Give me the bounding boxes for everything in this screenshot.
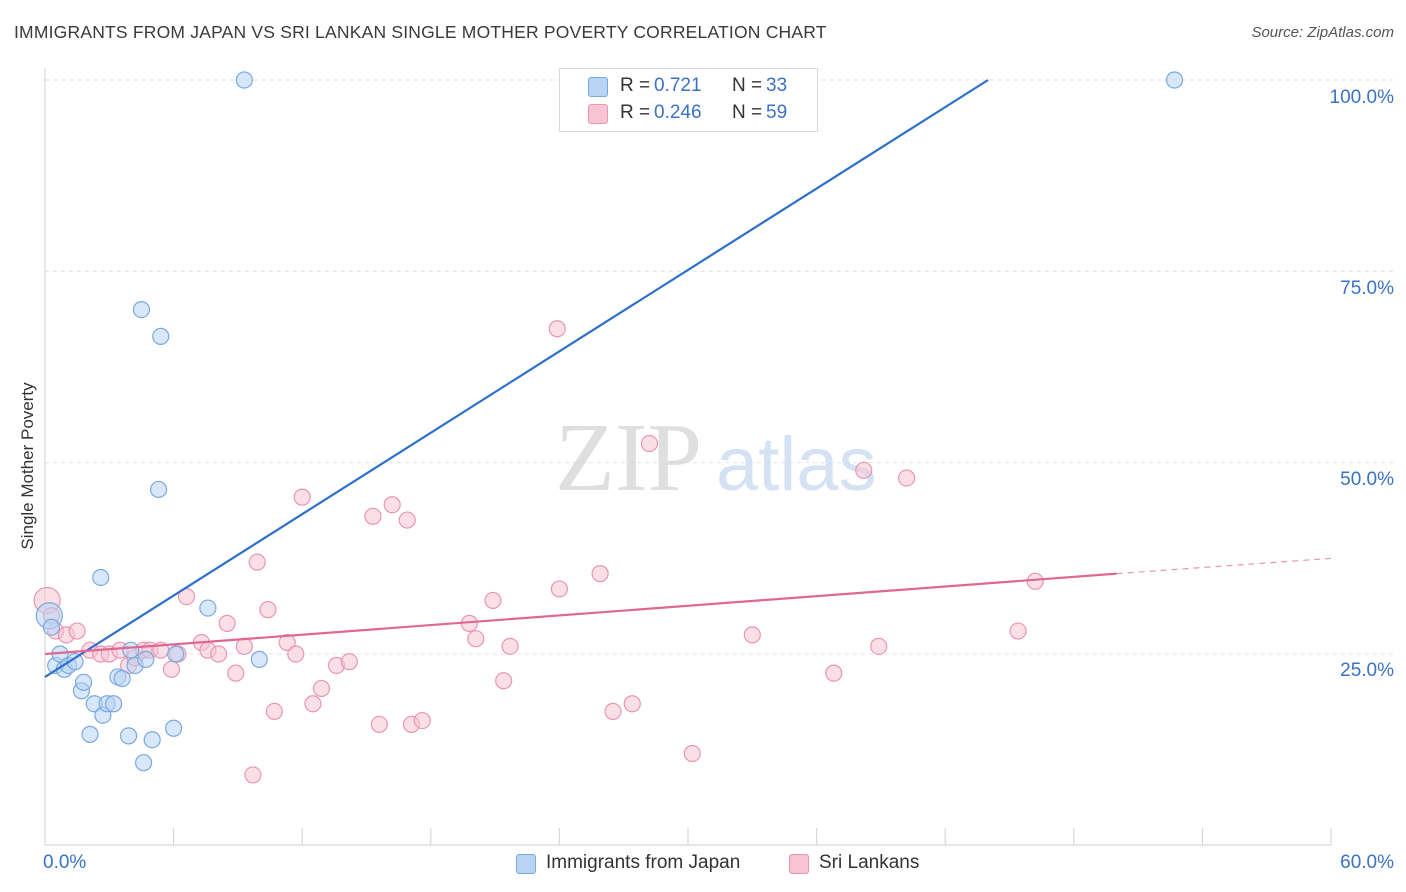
chart-title: IMMIGRANTS FROM JAPAN VS SRI LANKAN SING… bbox=[14, 22, 827, 42]
srilanka-point-46 bbox=[550, 580, 569, 598]
srilanka-point-30 bbox=[304, 695, 322, 713]
srilanka-trend-line bbox=[44, 572, 1117, 656]
watermark-atlas: atlas bbox=[716, 422, 877, 507]
japan-point-10 bbox=[81, 725, 99, 743]
legend-r-label: R = bbox=[620, 75, 651, 96]
srilanka-point-22 bbox=[235, 637, 253, 655]
japan-point-25 bbox=[167, 645, 185, 663]
srilanka-point-27 bbox=[278, 633, 296, 652]
japan-point-20 bbox=[137, 650, 155, 668]
japan-point-30 bbox=[235, 71, 253, 89]
legend-r-value-japan: 0.721 bbox=[654, 75, 702, 96]
japan-point-16 bbox=[119, 727, 138, 745]
srilanka-point-20 bbox=[218, 614, 236, 632]
legend-swatch-japan bbox=[588, 77, 608, 97]
srilanka-point-53 bbox=[825, 664, 843, 682]
japan-point-19 bbox=[134, 754, 153, 772]
japan-point-21 bbox=[143, 731, 161, 749]
legend-swatch-srilanka bbox=[588, 104, 608, 124]
japan-trend-line bbox=[44, 79, 989, 678]
japan-point-28 bbox=[199, 599, 217, 617]
series-label-srilanka: Sri Lankans bbox=[819, 852, 920, 873]
srilanka-point-21 bbox=[227, 664, 245, 682]
y-tick-label-75: 75.0% bbox=[1340, 278, 1394, 299]
srilanka-point-14 bbox=[162, 660, 181, 678]
sri-lankans-points bbox=[33, 320, 1044, 784]
srilanka-point-35 bbox=[370, 715, 388, 734]
legend-n-value-japan: 33 bbox=[766, 75, 788, 96]
srilanka-point-51 bbox=[683, 744, 701, 763]
x-tick-label-max: 60.0% bbox=[1340, 852, 1394, 873]
srilanka-point-49 bbox=[623, 695, 641, 713]
srilanka-point-54 bbox=[855, 461, 873, 479]
axes bbox=[44, 68, 1332, 846]
srilanka-point-36 bbox=[383, 496, 401, 514]
y-tick-label-50: 50.0% bbox=[1340, 469, 1394, 490]
srilanka-point-42 bbox=[484, 591, 502, 610]
srilanka-point-25 bbox=[259, 601, 277, 619]
watermark: ZIP atlas bbox=[555, 404, 877, 512]
japan-point-13 bbox=[104, 695, 123, 713]
japan-point-17 bbox=[122, 641, 140, 659]
srilanka-point-39 bbox=[413, 711, 431, 730]
srilanka-point-56 bbox=[898, 469, 916, 487]
srilanka-point-47 bbox=[591, 565, 609, 583]
grid-lines bbox=[45, 79, 1394, 655]
legend-r-label: R = bbox=[620, 102, 651, 123]
srilanka-point-45 bbox=[548, 320, 566, 338]
srilanka-point-19 bbox=[210, 645, 228, 663]
japan-point-1 bbox=[42, 618, 61, 636]
srilanka-point-26 bbox=[265, 702, 283, 721]
japan-point-23 bbox=[152, 327, 170, 345]
srilanka-point-57 bbox=[1009, 622, 1027, 640]
srilanka-point-34 bbox=[364, 507, 382, 525]
watermark-zip: ZIP bbox=[555, 404, 702, 512]
srilanka-point-23 bbox=[244, 766, 262, 784]
y-tick-label-25: 25.0% bbox=[1340, 660, 1394, 681]
series-label-japan: Immigrants from Japan bbox=[546, 852, 741, 873]
srilanka-point-55 bbox=[870, 637, 888, 655]
series-swatch-srilanka bbox=[789, 854, 809, 874]
y-axis-label: Single Mother Poverty bbox=[18, 382, 37, 550]
series-swatch-japan bbox=[516, 854, 536, 874]
japan-point-27 bbox=[132, 301, 151, 319]
japan-point-8 bbox=[74, 673, 93, 691]
x-tick-label-min: 0.0% bbox=[43, 852, 87, 873]
legend-n-label: N = bbox=[732, 75, 763, 96]
legend-n-label: N = bbox=[732, 102, 763, 123]
srilanka-point-37 bbox=[398, 511, 416, 529]
srilanka-point-28 bbox=[287, 645, 305, 663]
srilanka-point-48 bbox=[604, 702, 622, 721]
japan-point-26 bbox=[92, 568, 110, 587]
japan-point-6 bbox=[66, 653, 84, 671]
srilanka-point-44 bbox=[501, 637, 519, 655]
srilanka-point-58 bbox=[1026, 572, 1044, 590]
japan-point-29 bbox=[250, 650, 268, 668]
srilanka-point-24 bbox=[248, 553, 266, 571]
srilanka-point-50 bbox=[640, 434, 659, 453]
japan-point-15 bbox=[113, 669, 131, 688]
srilanka-trend-extension bbox=[1116, 557, 1332, 575]
srilanka-point-33 bbox=[340, 653, 358, 671]
srilanka-point-29 bbox=[293, 488, 311, 506]
legend-r-value-srilanka: 0.246 bbox=[654, 102, 702, 123]
srilanka-point-4 bbox=[68, 622, 86, 640]
source-attribution: Source: ZipAtlas.com bbox=[1251, 24, 1394, 41]
japan-point-22 bbox=[149, 480, 168, 499]
srilanka-point-43 bbox=[495, 672, 513, 690]
legend-n-value-srilanka: 59 bbox=[766, 102, 788, 123]
srilanka-point-31 bbox=[312, 679, 331, 698]
correlation-legend: R = 0.721 N = 33 R = 0.246 N = 59 bbox=[559, 68, 818, 132]
srilanka-point-41 bbox=[467, 630, 485, 648]
japan-point-24 bbox=[165, 719, 183, 737]
srilanka-point-52 bbox=[743, 626, 761, 644]
japan-point-32 bbox=[1165, 71, 1184, 89]
trend-lines bbox=[44, 79, 1332, 678]
y-tick-label-100: 100.0% bbox=[1329, 87, 1394, 108]
